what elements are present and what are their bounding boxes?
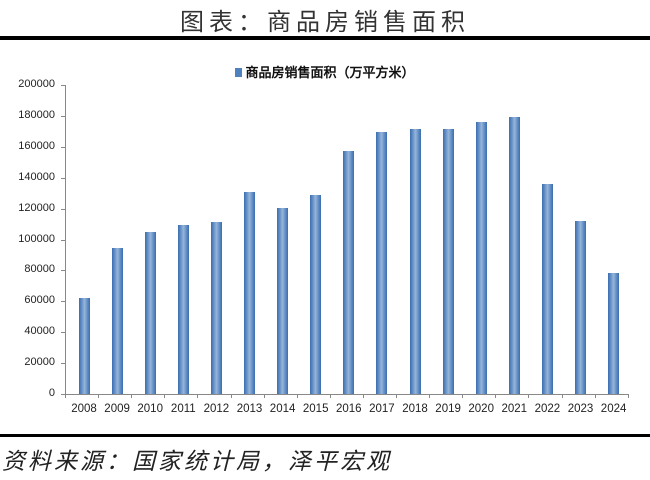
x-tick: [628, 394, 629, 398]
bar-2020: [475, 121, 487, 394]
x-tick-label: 2023: [567, 403, 594, 415]
x-tick: [330, 394, 331, 398]
bar-2013: [244, 192, 255, 394]
y-tick: [61, 209, 65, 210]
bar-2024: [608, 273, 620, 394]
x-tick: [396, 394, 397, 398]
bar-2019: [442, 128, 454, 394]
bar-2009: [111, 247, 123, 394]
x-tick: [65, 394, 66, 398]
x-tick: [197, 394, 198, 398]
x-tick-label: 2010: [137, 403, 163, 415]
x-tick: [429, 394, 430, 398]
legend-swatch-icon: [235, 68, 243, 77]
y-tick-label: 120000: [18, 201, 55, 214]
x-tick-label: 2012: [203, 403, 230, 415]
x-tick-label: 2021: [501, 403, 528, 415]
bar-2018: [409, 129, 421, 394]
y-axis: [65, 85, 66, 394]
x-tick-label: 2017: [369, 403, 395, 415]
x-tick-label: 2022: [534, 403, 561, 415]
y-tick: [61, 394, 65, 395]
x-tick: [98, 394, 99, 398]
x-tick: [231, 394, 232, 398]
bar-2015: [310, 195, 322, 394]
x-tick: [297, 394, 298, 398]
x-tick: [164, 394, 165, 398]
y-tick: [61, 270, 65, 271]
y-tick: [61, 332, 65, 333]
y-tick-label: 20000: [24, 356, 55, 369]
x-axis: [65, 394, 629, 395]
figure-title: 图表：商品房销售面积: [180, 8, 470, 36]
y-tick-label: 180000: [18, 108, 55, 121]
y-tick-label: 200000: [18, 78, 55, 90]
y-tick-label: 160000: [18, 139, 55, 152]
x-tick: [528, 394, 529, 398]
y-tick-label: 140000: [18, 170, 55, 183]
y-tick-label: 0: [48, 387, 55, 399]
y-tick-label: 80000: [24, 263, 55, 276]
x-tick-label: 2019: [435, 403, 461, 415]
bar-2011: [177, 225, 189, 394]
y-tick: [61, 85, 65, 86]
x-tick: [562, 394, 563, 398]
y-tick: [61, 116, 65, 117]
x-tick: [462, 394, 463, 398]
bar-2014: [277, 207, 289, 394]
legend-label: 商品房销售面积（万平方米）: [245, 66, 415, 81]
x-tick-label: 2018: [402, 403, 428, 415]
y-tick: [61, 240, 65, 241]
x-tick-label: 2014: [269, 403, 296, 415]
bar-2012: [210, 222, 222, 394]
x-tick: [264, 394, 265, 398]
x-tick-label: 2013: [236, 403, 263, 415]
y-tick: [61, 301, 65, 302]
chart-legend: 商品房销售面积（万平方米）: [0, 62, 650, 81]
top-rule: [0, 36, 650, 40]
x-tick-label: 2008: [71, 403, 97, 415]
bar-2008: [78, 298, 90, 394]
x-tick: [595, 394, 596, 398]
x-tick-label: 2015: [302, 403, 329, 415]
x-tick-label: 2016: [336, 403, 362, 415]
x-tick-label: 2011: [170, 403, 196, 415]
bar-2016: [343, 150, 355, 394]
x-tick: [495, 394, 496, 398]
x-tick: [131, 394, 132, 398]
x-tick: [363, 394, 364, 398]
y-tick-label: 100000: [18, 232, 55, 245]
bar-2022: [541, 184, 553, 394]
y-tick-label: 60000: [24, 294, 55, 307]
bar-2010: [144, 232, 156, 394]
source-note: 资料来源：国家统计局，泽平宏观: [2, 449, 392, 475]
bar-2017: [376, 132, 388, 394]
bar-2021: [508, 116, 520, 394]
x-tick-label: 2024: [600, 403, 627, 415]
x-tick-label: 2020: [468, 403, 494, 415]
y-tick: [61, 363, 65, 364]
bar-2023: [575, 221, 586, 394]
x-tick-label: 2009: [104, 403, 130, 415]
y-tick: [61, 178, 65, 179]
y-tick: [61, 147, 65, 148]
y-tick-label: 40000: [24, 325, 55, 338]
bottom-rule: [0, 434, 650, 437]
